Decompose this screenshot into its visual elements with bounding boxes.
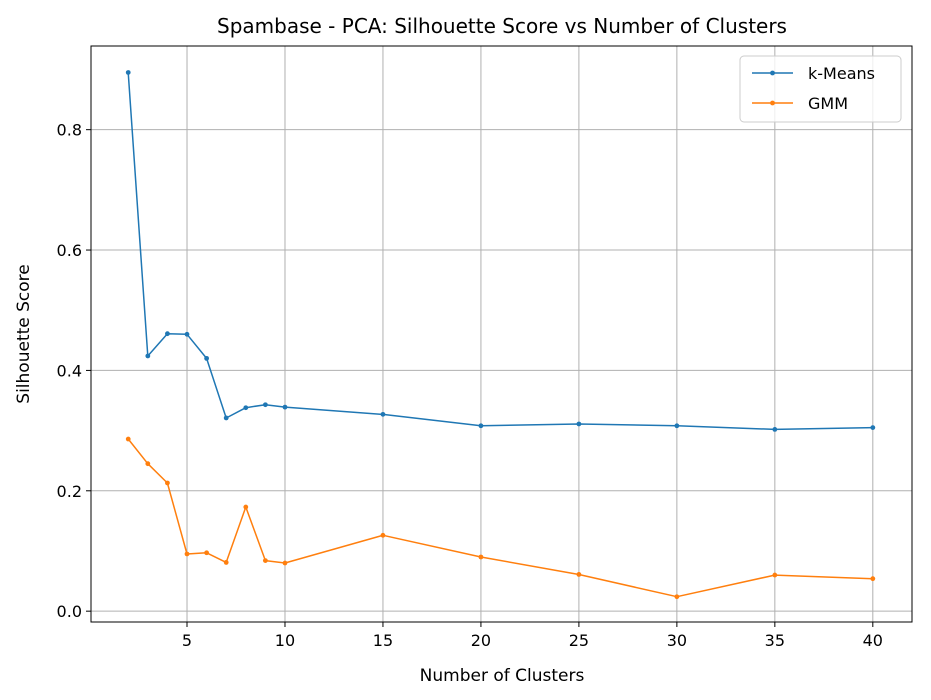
data-point-k-means [380, 411, 386, 417]
series-gmm [125, 436, 876, 600]
data-point-k-means [772, 426, 778, 432]
data-point-k-means [125, 70, 131, 75]
legend: k-Means GMM [739, 55, 902, 123]
x-tick-label: 25 [569, 631, 589, 650]
x-tick-label: 20 [471, 631, 491, 650]
legend-marker-k-means [770, 70, 775, 76]
legend-label-k-means: k-Means [808, 64, 875, 83]
data-point-k-means [282, 404, 288, 410]
data-point-k-means [204, 355, 210, 361]
chart-title: Spambase - PCA: Silhouette Score vs Numb… [217, 14, 787, 38]
data-point-gmm [478, 554, 484, 560]
data-point-gmm [204, 550, 210, 556]
x-tick-label: 10 [275, 631, 295, 650]
x-axis-label: Number of Clusters [420, 666, 585, 686]
legend-label-gmm: GMM [808, 94, 848, 113]
data-point-gmm [262, 558, 268, 564]
data-point-gmm [184, 551, 190, 557]
series-layer [125, 70, 876, 600]
data-point-k-means [184, 331, 190, 337]
data-point-gmm [380, 532, 386, 538]
data-point-gmm [243, 504, 249, 510]
legend-items: k-Means GMM [752, 64, 875, 113]
y-tick-label: 0.4 [57, 361, 82, 380]
data-point-k-means [262, 402, 268, 408]
data-point-gmm [870, 576, 876, 582]
data-point-k-means [223, 415, 229, 421]
data-point-k-means [478, 423, 484, 429]
x-tick-label: 5 [182, 631, 192, 650]
x-tick-label: 30 [667, 631, 687, 650]
data-point-gmm [223, 560, 229, 565]
data-point-k-means [165, 331, 170, 337]
y-axis-label: Silhouette Score [14, 264, 34, 403]
legend-item-k-means: k-Means [752, 64, 875, 83]
data-point-gmm [145, 461, 151, 467]
legend-item-gmm: GMM [752, 94, 848, 113]
x-tick-label: 15 [373, 631, 393, 650]
y-tick-label: 0.2 [57, 482, 82, 501]
grid [91, 46, 912, 622]
x-tick-label: 35 [765, 631, 785, 650]
data-point-gmm [772, 572, 778, 578]
y-tick-label: 0.0 [57, 602, 82, 621]
legend-marker-gmm [770, 100, 775, 106]
ticks: 5 10 15 20 25 30 35 40 0.0 0.2 0.4 0.6 0.8 [57, 121, 883, 650]
plot-frame [90, 45, 913, 623]
data-point-gmm [282, 560, 288, 566]
data-point-k-means [674, 423, 680, 429]
series-k-means [125, 70, 876, 432]
x-tick-label: 40 [863, 631, 883, 650]
data-point-gmm [165, 480, 170, 486]
y-tick-label: 0.6 [57, 241, 82, 260]
data-point-gmm [576, 572, 582, 577]
data-point-gmm [674, 594, 680, 600]
y-tick-label: 0.8 [57, 121, 82, 140]
data-point-k-means [870, 425, 876, 430]
data-point-gmm [125, 436, 131, 442]
data-point-k-means [145, 353, 151, 359]
data-point-k-means [576, 421, 582, 427]
data-point-k-means [243, 405, 249, 411]
